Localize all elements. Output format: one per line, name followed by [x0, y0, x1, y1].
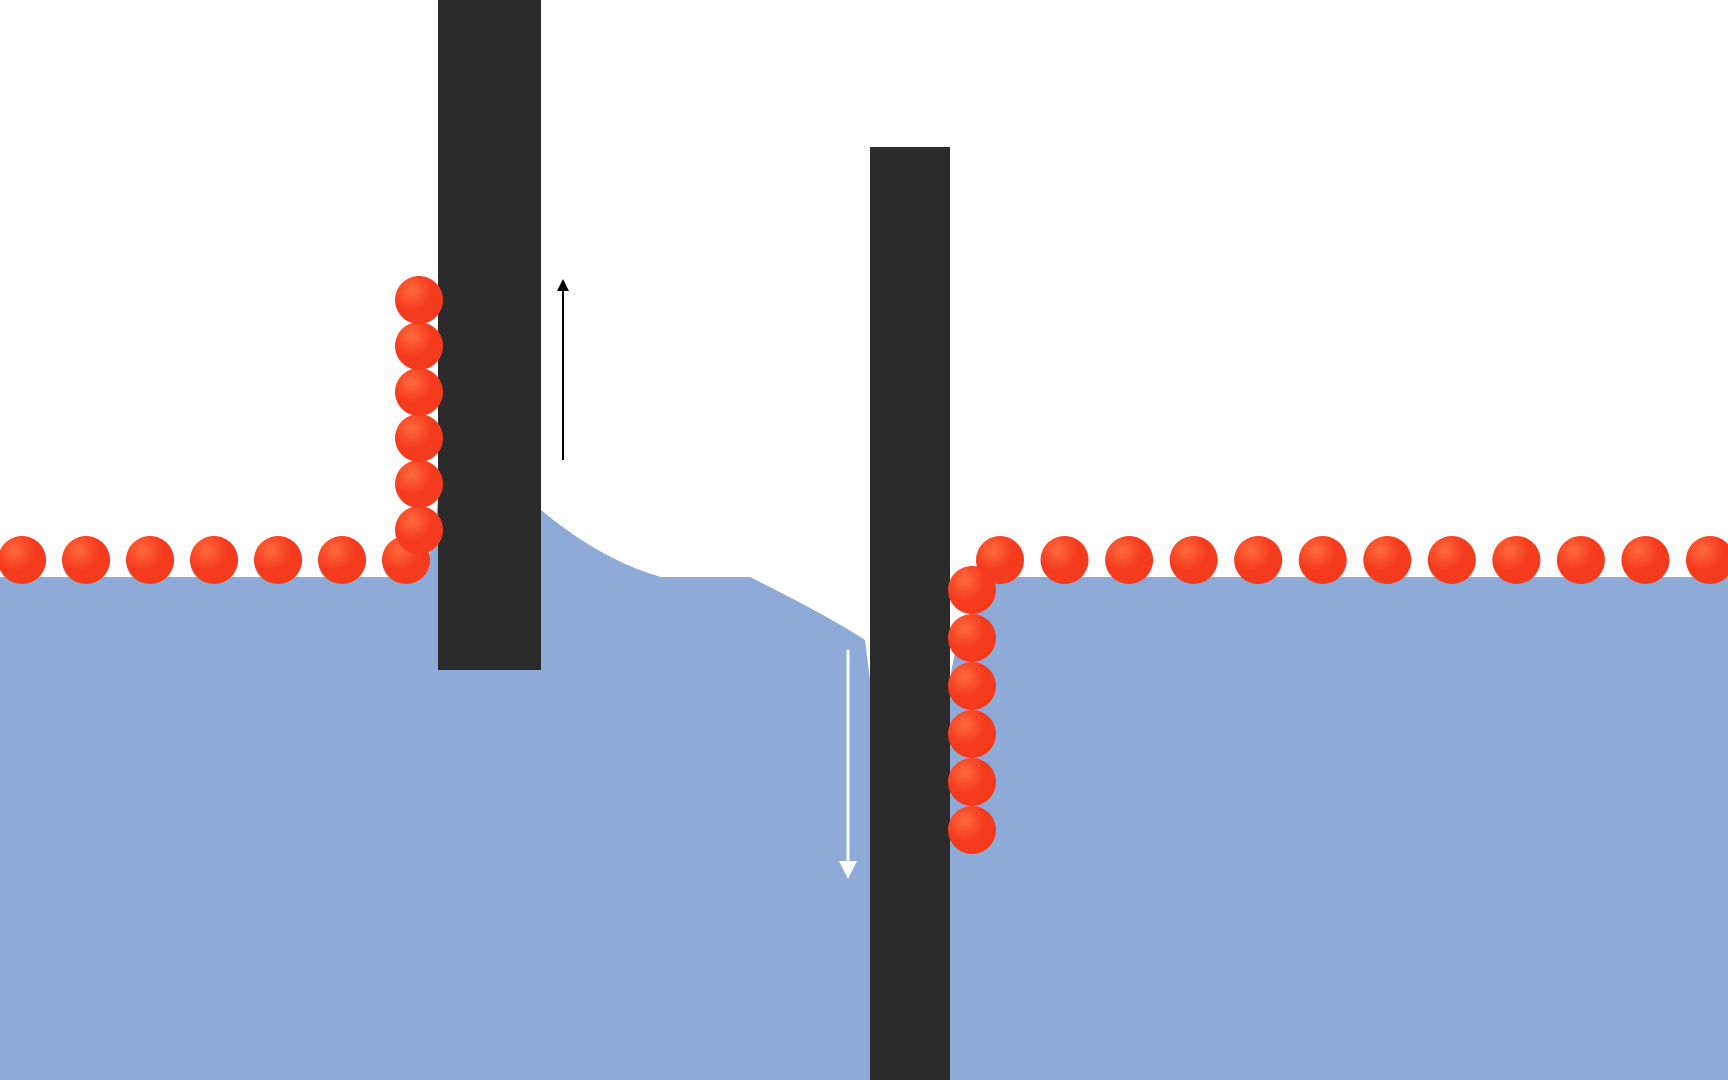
particle-surface: [1686, 536, 1728, 584]
particle-surface: [1170, 536, 1218, 584]
particle-surface: [1492, 536, 1540, 584]
particle-column-up: [395, 276, 443, 324]
right-bar: [870, 147, 950, 1080]
particle-column-down: [948, 710, 996, 758]
particle-surface: [1621, 536, 1669, 584]
particle-surface: [1428, 536, 1476, 584]
particle-surface: [1105, 536, 1153, 584]
particle-column-down: [948, 758, 996, 806]
particle-surface: [190, 536, 238, 584]
left-bar: [438, 0, 541, 670]
particle-surface: [1041, 536, 1089, 584]
particle-surface: [1234, 536, 1282, 584]
particle-column-down: [948, 662, 996, 710]
particle-surface: [254, 536, 302, 584]
particle-column-up: [395, 368, 443, 416]
particle-surface: [0, 536, 46, 584]
particle-column-down: [948, 566, 996, 614]
particle-surface: [1363, 536, 1411, 584]
particle-column-up: [395, 414, 443, 462]
particle-surface: [62, 536, 110, 584]
particle-surface: [1557, 536, 1605, 584]
particle-surface: [318, 536, 366, 584]
particle-column-up: [395, 460, 443, 508]
particle-column-up: [395, 506, 443, 554]
particle-column-up: [395, 322, 443, 370]
particle-column-down: [948, 614, 996, 662]
particle-surface: [1299, 536, 1347, 584]
particle-surface: [126, 536, 174, 584]
liquid-body: [0, 500, 1728, 1080]
particle-column-down: [948, 806, 996, 854]
